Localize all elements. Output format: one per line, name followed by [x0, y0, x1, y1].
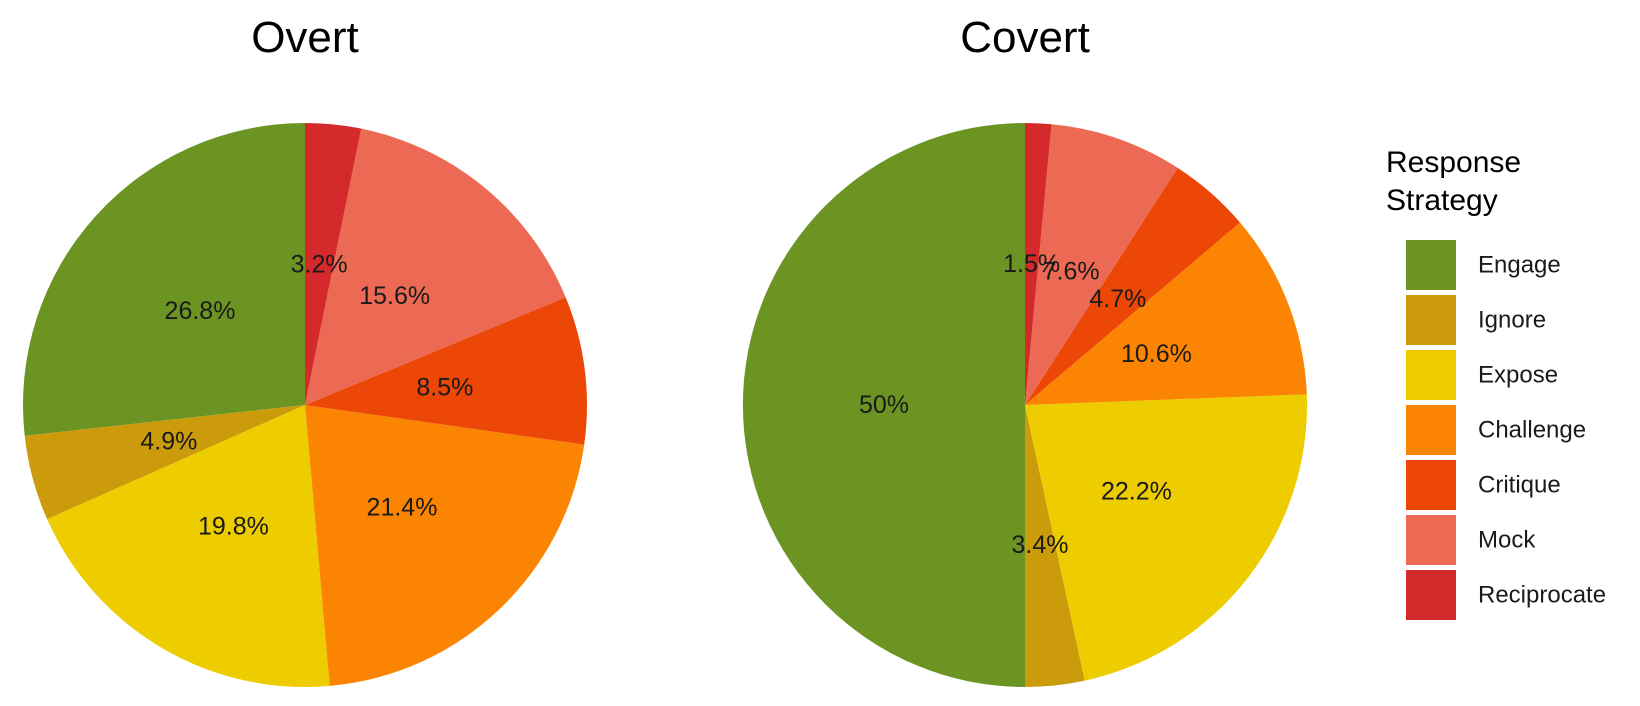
pie-slice-engage [742, 122, 1025, 687]
pie-slice-reciprocate [1025, 123, 1052, 405]
legend: Response Strategy Engage Ignore Expose Chal… [1386, 146, 1606, 620]
slice-label-ignore: 3.4% [1012, 531, 1069, 559]
slice-label-expose: 19.8% [198, 512, 269, 540]
slice-label-ignore: 4.9% [140, 428, 197, 456]
legend-swatch-expose [1406, 350, 1456, 400]
legend-swatch-critique [1406, 460, 1456, 510]
pie-slice-challenge [305, 405, 585, 686]
pie-slice-critique [305, 297, 588, 445]
pie-chart-covert: Covert 50% 3.4% 22.2% 10.6% 4.7%7.6%1.5% [742, 13, 1308, 687]
pie-slice-mock [305, 128, 566, 405]
legend-swatch-challenge [1406, 405, 1456, 455]
slice-label-reciprocate: 3.2% [291, 251, 348, 279]
pie-chart-overt: Overt 26.8% 4.9% 19.8% 21.4% 8.5% 15.6% 3.2% [23, 13, 588, 687]
legend-label-engage: Engage [1478, 252, 1561, 279]
pie-slice-critique [1025, 167, 1241, 405]
slice-label-mock: 15.6% [359, 282, 430, 310]
slice-label-engage: 50% [859, 391, 909, 419]
slice-label-reciprocate: 1.5% [1003, 250, 1060, 278]
legend-swatch-ignore [1406, 295, 1456, 345]
slice-label-mock: 7.6% [1043, 258, 1100, 286]
slice-label-challenge: 10.6% [1121, 340, 1192, 368]
legend-label-ignore: Ignore [1478, 307, 1546, 334]
slice-label-critique: 4.7% [1089, 285, 1146, 313]
pie-slice-reciprocate [305, 123, 362, 405]
legend-swatch-reciprocate [1406, 570, 1456, 620]
legend-title-line2: Strategy [1386, 184, 1498, 217]
chart-title-overt: Overt [251, 13, 359, 62]
legend-title-line1: Response [1386, 146, 1521, 179]
pie-slice-engage [23, 123, 305, 436]
pie-slice-challenge [1025, 222, 1307, 405]
legend-label-critique: Critique [1478, 472, 1561, 499]
legend-label-challenge: Challenge [1478, 417, 1586, 444]
slice-label-engage: 26.8% [165, 297, 236, 325]
pie-slice-expose [1025, 394, 1308, 681]
pie-slice-mock [1025, 124, 1178, 405]
pie-covert-slices: 50% 3.4% 22.2% 10.6% 4.7%7.6%1.5% [742, 122, 1308, 687]
pie-slice-ignore [1025, 405, 1085, 687]
pie-slice-expose [47, 405, 330, 687]
slice-label-expose: 22.2% [1101, 477, 1172, 505]
legend-label-mock: Mock [1478, 527, 1536, 554]
slice-label-critique: 8.5% [416, 373, 473, 401]
pie-overt-slices: 26.8% 4.9% 19.8% 21.4% 8.5% 15.6% 3.2% [23, 123, 588, 687]
legend-items: Engage Ignore Expose Challenge Critique Mock R… [1406, 240, 1606, 620]
legend-label-expose: Expose [1478, 362, 1558, 389]
chart-title-covert: Covert [960, 13, 1090, 62]
slice-label-challenge: 21.4% [367, 493, 438, 521]
legend-label-reciprocate: Reciprocate [1478, 582, 1606, 609]
legend-swatch-engage [1406, 240, 1456, 290]
legend-swatch-mock [1406, 515, 1456, 565]
pie-slice-ignore [24, 405, 305, 520]
